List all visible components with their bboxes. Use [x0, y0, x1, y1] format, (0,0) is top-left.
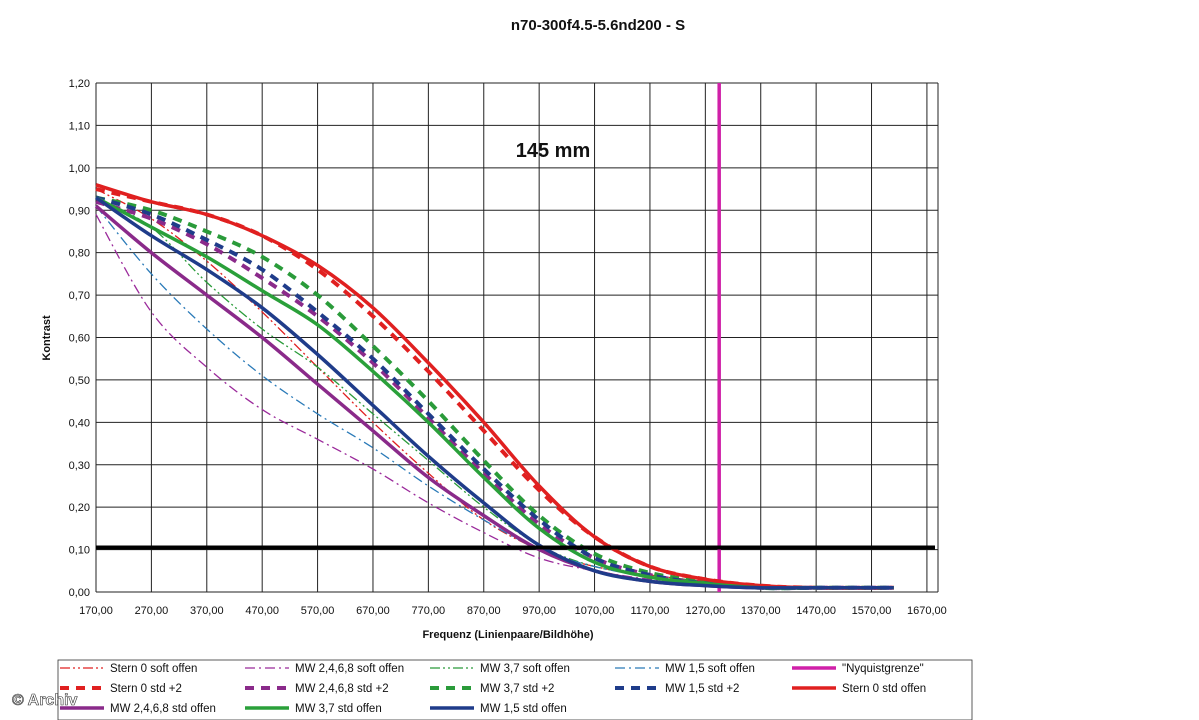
x-tick-label: 470,00 — [245, 605, 279, 617]
series-mw-3-7-std-2 — [95, 195, 894, 591]
x-tick-label: 870,00 — [467, 605, 501, 617]
x-axis-label: Frequenz (Linienpaare/Bildhöhe) — [422, 629, 593, 641]
series-stern-0-std-offen — [95, 183, 894, 590]
y-tick-label: 0,80 — [69, 248, 90, 260]
legend-label-mw-1-5-soft-offen: MW 1,5 soft offen — [665, 663, 755, 675]
series-mw-3-7-soft-offen — [95, 196, 894, 589]
x-tick-label: 970,00 — [522, 605, 556, 617]
legend-label-mw-3-7-std-2: MW 3,7 std +2 — [480, 683, 554, 695]
legend-label-mw-2-4-6-8-std-offen: MW 2,4,6,8 std offen — [110, 703, 216, 715]
y-tick-label: 0,50 — [69, 375, 90, 387]
y-tick-label: 0,30 — [69, 460, 90, 472]
y-tick-label: 0,90 — [69, 205, 90, 217]
y-tick-label: 1,00 — [69, 163, 90, 175]
y-tick-label: 0,60 — [69, 333, 90, 345]
series-mw-2-4-6-8-soft-offen — [95, 214, 894, 589]
legend: Stern 0 soft offen MW 2,4,6,8 soft offen M… — [60, 663, 926, 715]
legend-label-mw-2-4-6-8-soft-offen: MW 2,4,6,8 soft offen — [295, 663, 404, 675]
x-tick-label: 1670,00 — [907, 605, 947, 617]
series-mw-3-7-std-offen — [95, 195, 894, 590]
y-tick-label: 1,20 — [69, 78, 90, 90]
x-tick-label: 1170,00 — [630, 605, 669, 617]
legend-box — [57, 659, 973, 720]
chart-title: n70-300f4.5-5.6nd200 - S — [511, 17, 685, 34]
x-tick-label: 1370,00 — [741, 605, 781, 617]
y-tick-label: 0,20 — [69, 502, 90, 514]
x-tick-labels: 170,00 270,00 370,00 470,00 570,00 670,00 770,… — [79, 605, 947, 617]
copyright-watermark: © Archiv — [12, 692, 78, 709]
series-mw-1-5-soft-offen — [95, 205, 894, 589]
x-tick-label: 570,00 — [301, 605, 335, 617]
legend-label-mw-2-4-6-8-std-2: MW 2,4,6,8 std +2 — [295, 683, 389, 695]
series-mw-1-5-std-2 — [95, 195, 894, 591]
y-tick-label: 0,00 — [69, 587, 90, 599]
series-mw-2-4-6-8-std-2 — [95, 199, 894, 591]
legend-label-mw-3-7-soft-offen: MW 3,7 soft offen — [480, 663, 570, 675]
focal-length-annotation: 145 mm — [516, 140, 591, 162]
x-tick-label: 1070,00 — [575, 605, 615, 617]
legend-label-mw-1-5-std-2: MW 1,5 std +2 — [665, 683, 739, 695]
y-tick-label: 0,40 — [69, 417, 90, 429]
series-lines — [94, 83, 935, 592]
x-tick-label: 1470,00 — [796, 605, 836, 617]
plot-grid — [95, 82, 939, 593]
y-tick-label: 0,10 — [69, 545, 90, 557]
legend-label-nyquistgrenze: "Nyquistgrenze" — [842, 663, 924, 675]
x-tick-label: 170,00 — [79, 605, 113, 617]
legend-label-mw-3-7-std-offen: MW 3,7 std offen — [295, 703, 382, 715]
x-tick-label: 370,00 — [190, 605, 224, 617]
y-tick-label: 0,70 — [69, 290, 90, 302]
y-tick-labels: 0,00 0,10 0,20 0,30 0,40 0,50 0,60 0,70 0,80 0,90… — [69, 78, 90, 599]
y-axis-label: Kontrast — [41, 315, 53, 361]
series-stern-0-std-2 — [95, 187, 894, 590]
legend-label-stern-0-std-2: Stern 0 std +2 — [110, 683, 182, 695]
legend-label-mw-1-5-std-offen: MW 1,5 std offen — [480, 703, 567, 715]
x-tick-label: 1570,00 — [852, 605, 892, 617]
x-tick-label: 670,00 — [356, 605, 390, 617]
x-tick-label: 770,00 — [412, 605, 446, 617]
series-mw-1-5-std-offen — [95, 196, 894, 590]
legend-label-stern-0-soft-offen: Stern 0 soft offen — [110, 663, 197, 675]
legend-label-stern-0-std-offen: Stern 0 std offen — [842, 683, 926, 695]
x-tick-label: 270,00 — [135, 605, 169, 617]
y-tick-label: 1,10 — [69, 120, 90, 132]
x-tick-label: 1270,00 — [685, 605, 725, 617]
